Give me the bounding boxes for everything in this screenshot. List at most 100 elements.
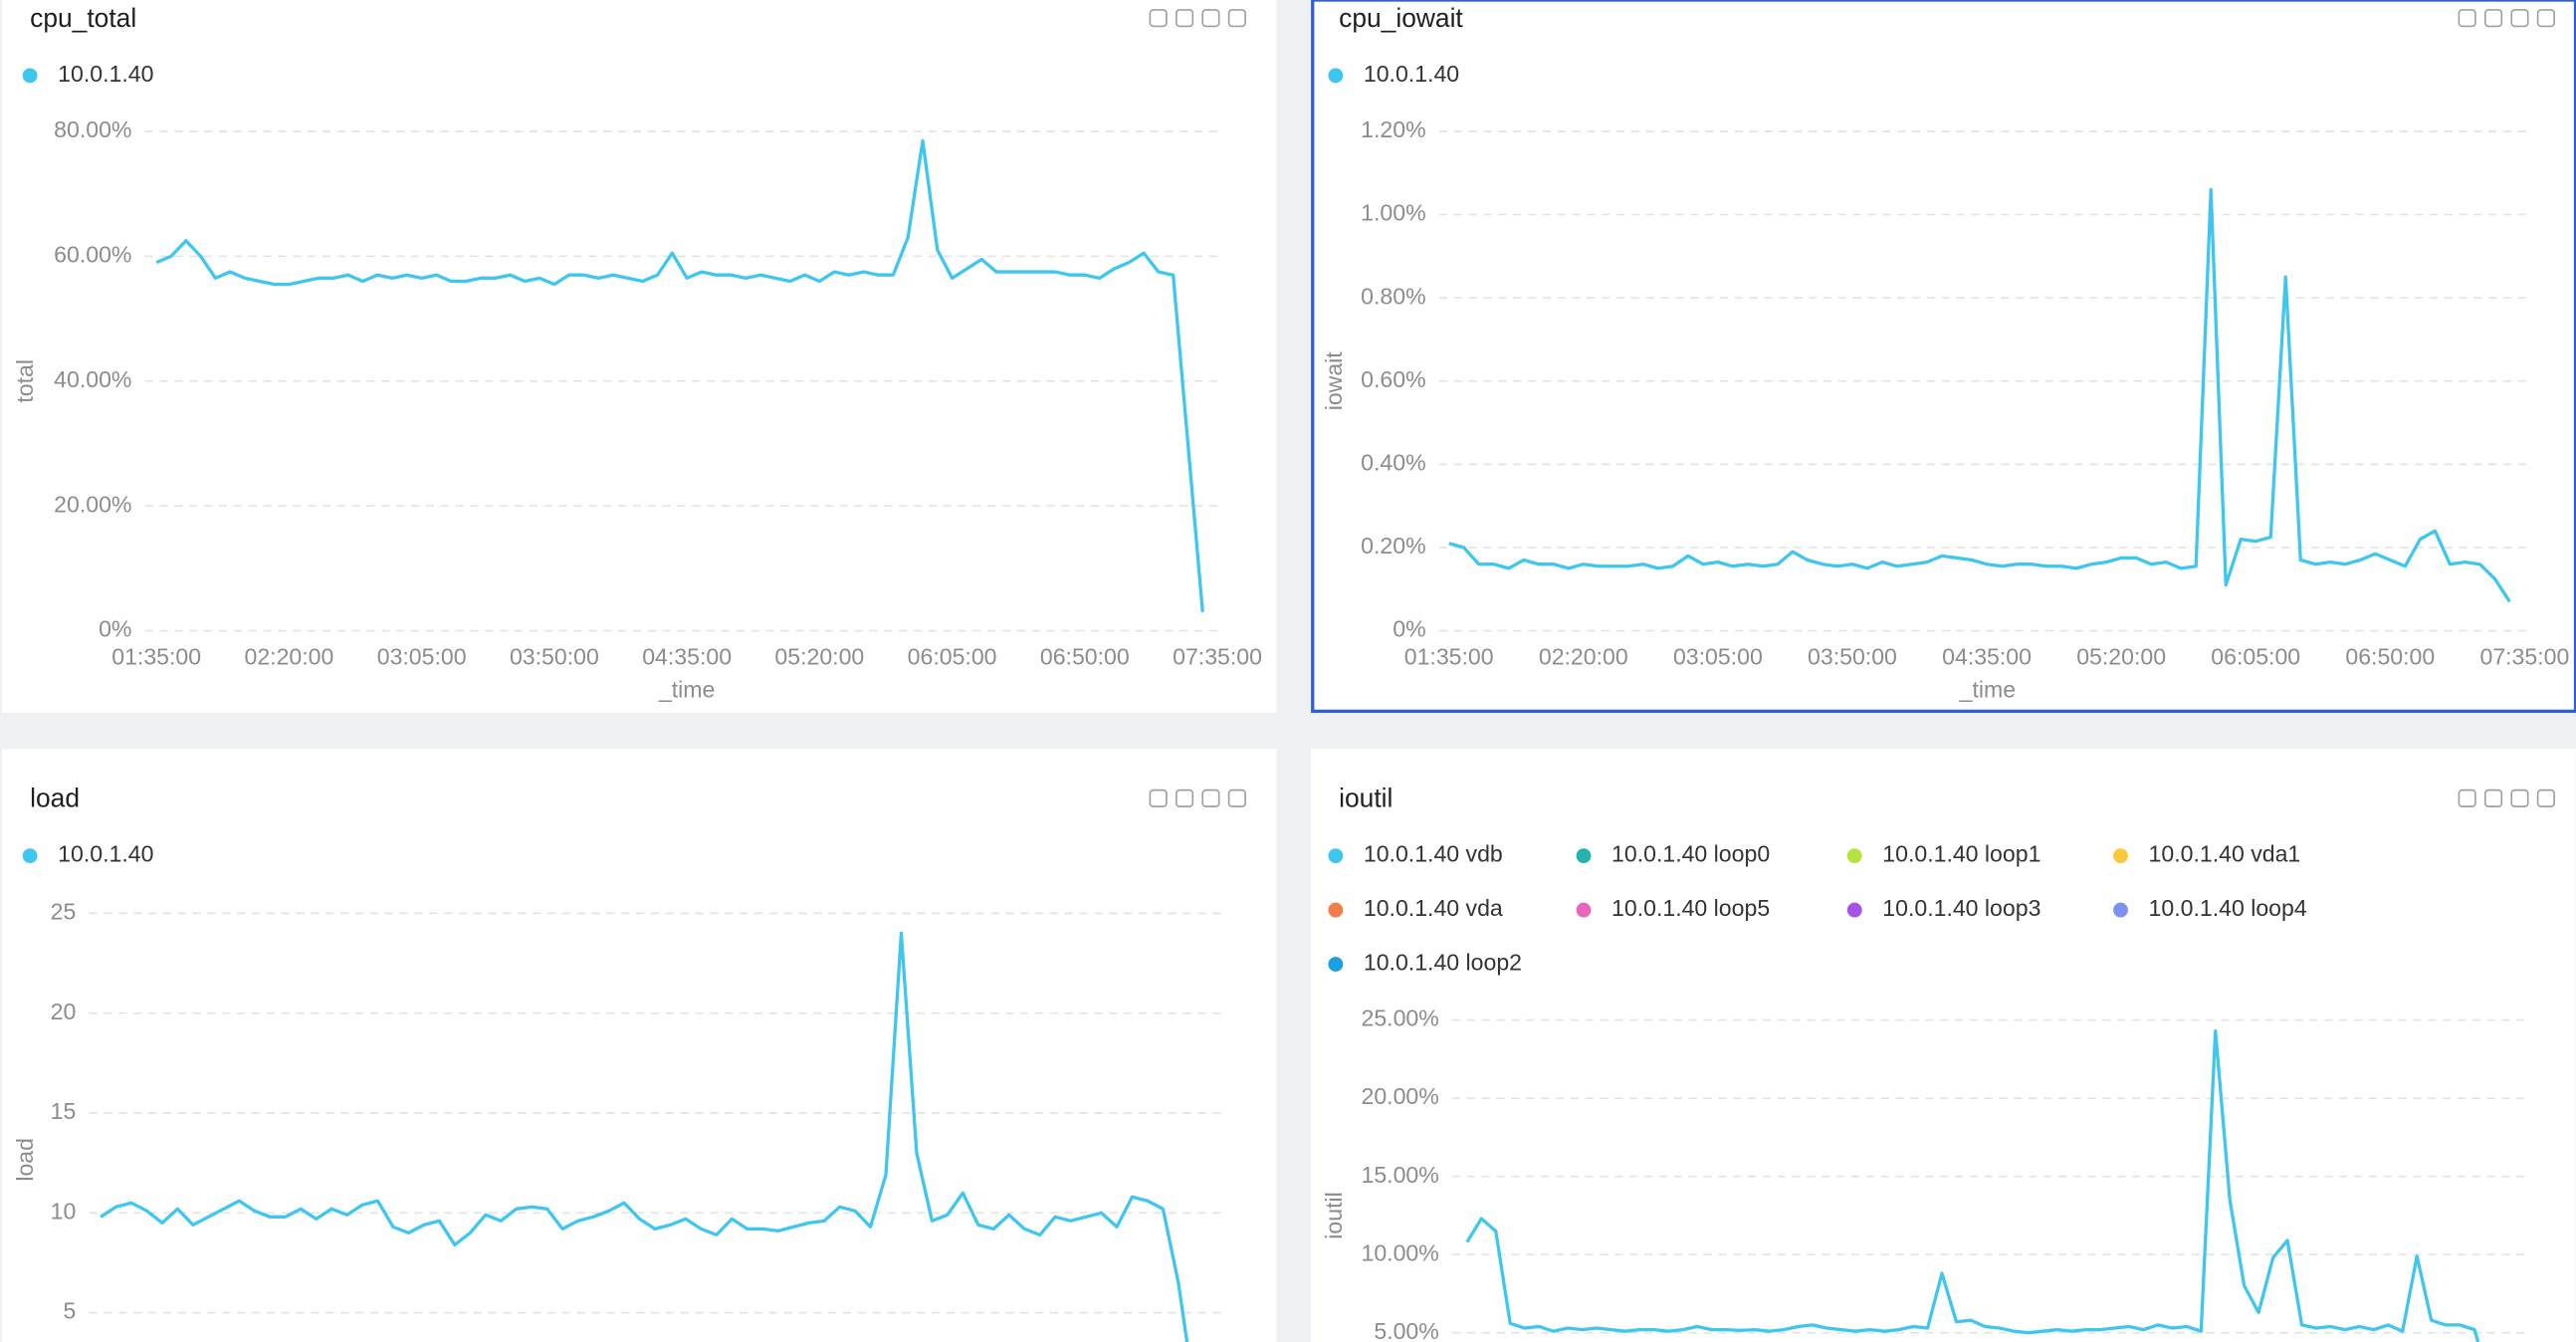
y-tick-label: 40.00% xyxy=(54,366,131,392)
panel-title: cpu_total xyxy=(30,3,136,33)
legend-label[interactable]: 10.0.1.40 loop4 xyxy=(2149,895,2307,921)
toolbar-icon[interactable] xyxy=(1149,9,1168,28)
toolbar-icon[interactable] xyxy=(2458,788,2476,807)
y-tick-label: 25 xyxy=(51,898,77,924)
x-tick-label: 04:35:00 xyxy=(642,644,732,670)
legend-label[interactable]: 10.0.1.40 loop5 xyxy=(1611,895,1770,921)
x-tick-label: 05:20:00 xyxy=(2076,644,2166,670)
y-axis-title: load xyxy=(12,1138,38,1182)
y-tick-label: 0.40% xyxy=(1361,449,1425,475)
y-axis-title: iowait xyxy=(1321,351,1347,411)
legend-marker[interactable] xyxy=(22,848,38,864)
x-axis-title: _time xyxy=(1959,677,2016,703)
toolbar-icon[interactable] xyxy=(1149,788,1168,807)
y-tick-label: 80.00% xyxy=(54,116,131,142)
series-line xyxy=(100,931,1189,1342)
toolbar-icon[interactable] xyxy=(1227,9,1246,28)
x-tick-label: 03:50:00 xyxy=(510,644,599,670)
legend-marker[interactable] xyxy=(1328,902,1344,918)
x-tick-label: 03:05:00 xyxy=(1673,644,1763,670)
legend-label[interactable]: 10.0.1.40 xyxy=(58,841,153,867)
panel-selected xyxy=(1311,0,2576,714)
x-tick-label: 06:05:00 xyxy=(908,644,997,670)
toolbar-icon[interactable] xyxy=(2536,788,2555,807)
x-tick-label: 07:35:00 xyxy=(1173,644,1262,670)
y-tick-label: 5.00% xyxy=(1374,1318,1438,1342)
x-tick-label: 06:50:00 xyxy=(2345,644,2435,670)
legend-marker[interactable] xyxy=(1328,848,1344,864)
toolbar-icon[interactable] xyxy=(1175,788,1194,807)
legend-marker[interactable] xyxy=(22,68,38,84)
y-tick-label: 0.20% xyxy=(1361,533,1425,559)
series-line xyxy=(1465,1028,2480,1342)
y-tick-label: 20.00% xyxy=(54,491,131,517)
legend-label[interactable]: 10.0.1.40 xyxy=(58,61,153,87)
legend-label[interactable]: 10.0.1.40 loop3 xyxy=(1882,895,2040,921)
y-axis-title: total xyxy=(12,359,38,403)
y-tick-label: 10 xyxy=(51,1198,77,1224)
toolbar-icon[interactable] xyxy=(1227,788,1246,807)
toolbar-icon[interactable] xyxy=(1201,788,1220,807)
x-tick-label: 02:20:00 xyxy=(1539,644,1628,670)
y-tick-label: 1.00% xyxy=(1361,200,1425,226)
y-tick-label: 25.00% xyxy=(1362,1006,1439,1031)
x-tick-label: 07:35:00 xyxy=(2479,644,2569,670)
x-tick-label: 01:35:00 xyxy=(1404,644,1494,670)
panel-title: ioutil xyxy=(1339,783,1393,812)
y-tick-label: 20.00% xyxy=(1362,1083,1439,1109)
toolbar-icon[interactable] xyxy=(2510,788,2529,807)
y-tick-label: 15 xyxy=(51,1098,77,1124)
y-tick-label: 20 xyxy=(51,999,77,1024)
toolbar-icon[interactable] xyxy=(2483,9,2503,28)
x-tick-label: 03:50:00 xyxy=(1808,644,1897,670)
y-tick-label: 1.20% xyxy=(1361,116,1425,142)
legend-label[interactable]: 10.0.1.40 loop0 xyxy=(1611,841,1770,867)
x-tick-label: 01:35:00 xyxy=(111,644,201,670)
y-tick-label: 60.00% xyxy=(54,241,131,267)
x-tick-label: 03:05:00 xyxy=(377,644,467,670)
toolbar-icon[interactable] xyxy=(2458,9,2476,28)
toolbar-icon[interactable] xyxy=(2536,9,2555,28)
legend-marker[interactable] xyxy=(1328,957,1344,972)
panel xyxy=(2,0,1277,714)
panel xyxy=(1311,749,2576,1342)
legend-marker[interactable] xyxy=(1846,902,1862,918)
y-tick-label: 0.60% xyxy=(1361,366,1425,392)
legend-label[interactable]: 10.0.1.40 loop1 xyxy=(1882,841,2040,867)
y-tick-label: 0% xyxy=(99,616,131,642)
x-axis-title: _time xyxy=(658,677,715,703)
legend-marker[interactable] xyxy=(2113,902,2128,918)
y-axis-title: ioutil xyxy=(1321,1192,1347,1238)
x-tick-label: 02:20:00 xyxy=(245,644,334,670)
toolbar-icon[interactable] xyxy=(2483,788,2503,807)
x-tick-label: 05:20:00 xyxy=(774,644,864,670)
legend-label[interactable]: 10.0.1.40 vda xyxy=(1364,895,1503,921)
panel-title: load xyxy=(30,783,80,812)
legend-marker[interactable] xyxy=(1328,68,1344,84)
x-tick-label: 06:50:00 xyxy=(1040,644,1130,670)
y-tick-label: 0.80% xyxy=(1361,283,1425,309)
panel xyxy=(2,749,1277,1342)
y-tick-label: 15.00% xyxy=(1362,1162,1439,1188)
y-tick-label: 10.00% xyxy=(1362,1239,1439,1265)
legend-marker[interactable] xyxy=(1846,848,1862,864)
y-tick-label: 5 xyxy=(64,1298,77,1324)
x-tick-label: 06:05:00 xyxy=(2211,644,2300,670)
legend-label[interactable]: 10.0.1.40 vdb xyxy=(1364,841,1503,867)
y-tick-label: 0% xyxy=(1393,616,1425,642)
legend-marker[interactable] xyxy=(2113,848,2128,864)
series-line xyxy=(155,138,1204,612)
legend-label[interactable]: 10.0.1.40 vda1 xyxy=(2149,841,2301,867)
legend-label[interactable]: 10.0.1.40 loop2 xyxy=(1364,950,1522,976)
panel-title: cpu_iowait xyxy=(1339,3,1463,33)
toolbar-icon[interactable] xyxy=(1201,9,1220,28)
legend-marker[interactable] xyxy=(1576,902,1592,918)
legend-label[interactable]: 10.0.1.40 xyxy=(1364,61,1459,87)
series-line xyxy=(1448,187,2511,603)
legend-marker[interactable] xyxy=(1576,848,1592,864)
x-tick-label: 04:35:00 xyxy=(1942,644,2032,670)
toolbar-icon[interactable] xyxy=(1175,9,1194,28)
toolbar-icon[interactable] xyxy=(2510,9,2529,28)
